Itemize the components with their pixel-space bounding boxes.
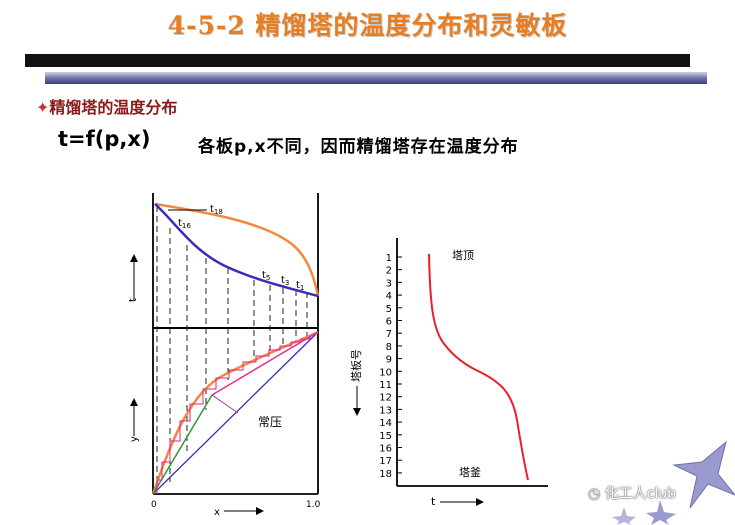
t-arrow-head — [130, 254, 138, 262]
curve-label-t5: t5 — [262, 270, 270, 282]
mccabe-thiele-steps — [156, 336, 311, 494]
watermark-text: 化工人club — [604, 486, 677, 502]
decorative-stars — [612, 440, 735, 525]
diagonal-line — [152, 331, 319, 495]
plate-number: 9 — [386, 355, 392, 366]
profile-y-axis-label: 塔板号 — [349, 349, 363, 382]
x-arrow-head — [256, 507, 264, 515]
four-point-star-icon: ✦ — [36, 98, 50, 117]
description: 各板p,x不同，因而精馏塔存在温度分布 — [198, 137, 519, 157]
plate-number: 8 — [386, 342, 392, 353]
x-axis-label: x — [214, 507, 220, 518]
temperature-profile-curve — [428, 253, 529, 481]
curve-label-t1: t1 — [296, 280, 304, 292]
top-label: 塔顶 — [452, 249, 474, 262]
watermark: ◔ 化工人club — [588, 483, 676, 503]
star-large-icon — [672, 440, 735, 509]
stripping-operating-line — [152, 394, 213, 495]
profile-y-arrow-head — [353, 408, 361, 416]
plate-number: 13 — [379, 405, 392, 416]
equilibrium-curve — [151, 330, 319, 495]
curve-label-t18: t18 — [210, 204, 223, 216]
x-tick-start: 0 — [151, 500, 157, 510]
plate-number: 1 — [386, 253, 392, 264]
bottom-y-axis-label: y — [129, 436, 140, 442]
plate-drop-lines — [156, 206, 308, 494]
profile-x-arrow-head — [476, 498, 484, 506]
bubble-point-curve — [154, 203, 319, 298]
star-medium-icon — [646, 500, 676, 525]
top-y-axis-label: t — [128, 298, 139, 302]
profile-x-axis-label: t — [431, 495, 436, 508]
x-tick-end: 1.0 — [306, 500, 321, 510]
y-arrow-head — [130, 398, 138, 406]
slide-title: 4-5-2 精馏塔的温度分布和灵敏板 — [167, 11, 568, 40]
plate-number: 17 — [379, 456, 392, 467]
plate-number: 2 — [386, 266, 392, 277]
star-small-icon — [612, 507, 636, 525]
plate-number: 4 — [386, 291, 392, 302]
plate-number: 15 — [379, 431, 392, 442]
plate-number: 16 — [379, 444, 392, 455]
plate-number: 5 — [386, 304, 392, 315]
temperature-xy-diagram: t y x 0 1.0 常压 t18 t16 t5 t3 t1 — [128, 193, 321, 518]
plate-number: 3 — [386, 278, 392, 289]
plate-number: 7 — [386, 329, 392, 340]
title-underline-bar — [25, 54, 690, 67]
plate-number: 12 — [379, 393, 392, 404]
plate-number: 11 — [379, 380, 392, 391]
bottom-label: 塔釜 — [459, 465, 481, 479]
curve-label-t3: t3 — [281, 275, 289, 287]
curve-label-t16: t16 — [178, 218, 191, 230]
plate-number: 14 — [379, 418, 392, 429]
title-gradient-bar — [45, 72, 707, 84]
q-line — [211, 394, 239, 414]
plate-number: 6 — [386, 317, 392, 328]
wechat-icon: ◔ — [588, 486, 601, 502]
condition-label: 常压 — [258, 415, 282, 429]
section-heading-text: 精馏塔的温度分布 — [49, 98, 178, 117]
formula: t=f(p,x) — [58, 127, 151, 151]
plate-number: 10 — [379, 367, 392, 378]
section-heading: ✦精馏塔的温度分布 — [36, 94, 177, 118]
plate-number: 18 — [379, 469, 392, 480]
